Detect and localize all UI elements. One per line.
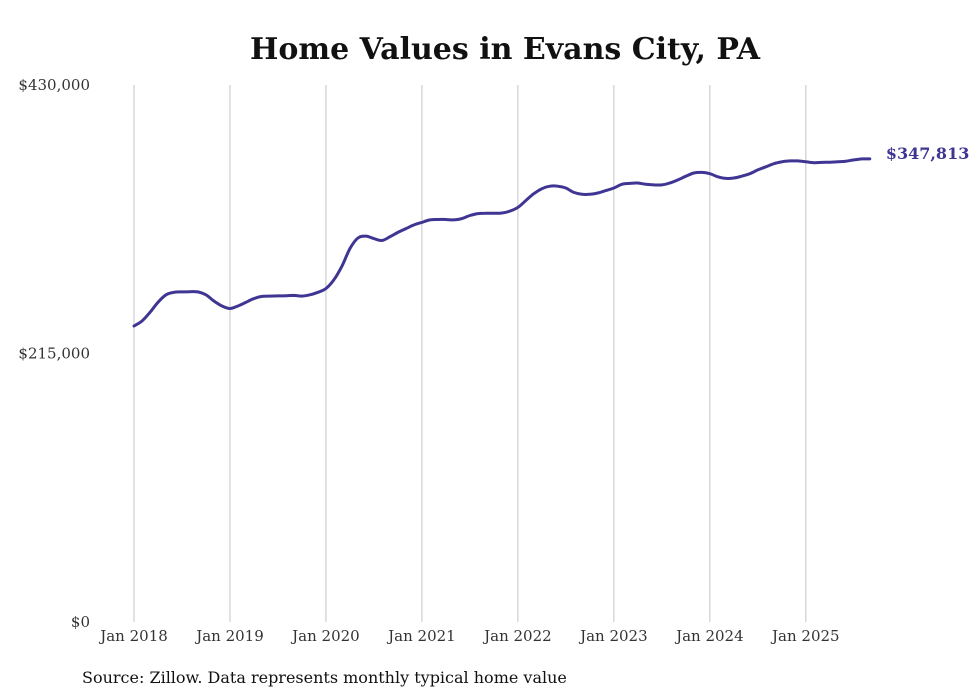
x-tick-label: Jan 2019: [194, 627, 264, 645]
series: $347,813: [132, 144, 970, 328]
x-tick-label: Jan 2021: [386, 627, 456, 645]
source-note: Source: Zillow. Data represents monthly …: [82, 668, 567, 687]
x-tick-label: Jan 2025: [770, 627, 840, 645]
chart-title: Home Values in Evans City, PA: [250, 32, 761, 67]
y-tick-label: $430,000: [18, 76, 90, 94]
x-tick-label: Jan 2024: [674, 627, 744, 645]
y-tick-label: $0: [71, 613, 90, 631]
x-tick-label: Jan 2022: [482, 627, 552, 645]
x-axis: Jan 2018 Jan 2019 Jan 2020 Jan 2021 Jan 2022…: [98, 627, 839, 645]
x-tick-label: Jan 2023: [578, 627, 648, 645]
end-value-label: $347,813: [886, 144, 970, 163]
y-axis: $0 $215,000 $430,000: [18, 76, 90, 631]
gridlines: [133, 85, 807, 622]
y-tick-label: $215,000: [18, 345, 90, 363]
x-tick-label: Jan 2018: [98, 627, 168, 645]
series-line: [132, 157, 872, 328]
x-tick-label: Jan 2020: [290, 627, 360, 645]
